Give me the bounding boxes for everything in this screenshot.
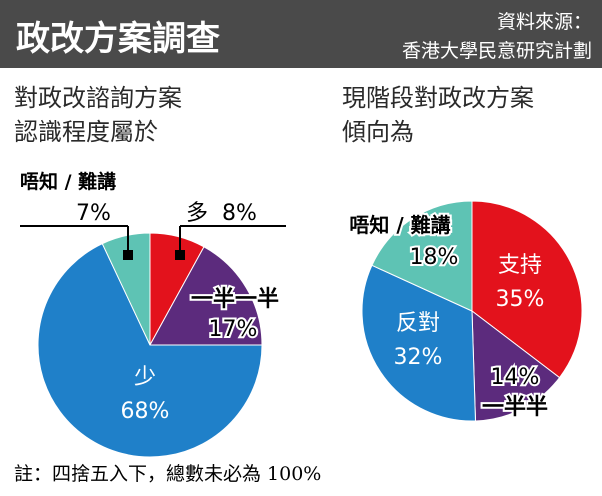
right-dontknow-label: 唔知 / 難講	[349, 213, 450, 237]
callout-marker-7	[123, 250, 133, 260]
left-slice-label-half: 一半一半	[191, 287, 279, 312]
left-slice-label-17: 17%	[209, 317, 258, 342]
right-slice-label-14: 14%	[491, 365, 540, 390]
right-slice-label-32: 32%	[394, 345, 443, 370]
right-pie-slice-0	[471, 200, 583, 379]
pie-chart-right	[361, 200, 583, 422]
left-pie-slice-1	[149, 246, 263, 346]
right-slice-label-oppose: 反對	[396, 311, 440, 336]
right-chart-title-line2: 傾向為	[342, 118, 414, 146]
right-slice-label-half: 一半半	[482, 395, 548, 420]
left-dontknow-label: 唔知 / 難講	[20, 170, 116, 193]
source-label: 資料來源：	[497, 11, 592, 33]
source-org: 香港大學民意研究計劃	[402, 40, 592, 62]
left-slice-label-8: 8%	[222, 201, 257, 226]
left-slice-label-duo: 多	[186, 201, 208, 226]
right-pie-slice-3	[371, 200, 473, 312]
callout-marker-8	[175, 250, 185, 260]
right-pie-slice-2	[361, 264, 477, 422]
left-pie-slice-2	[37, 242, 263, 458]
left-chart-title-line2: 認識程度屬於	[14, 118, 158, 146]
left-slice-label-68: 68%	[121, 399, 170, 424]
pie-chart-left	[37, 232, 263, 458]
left-chart-title-line1: 對政改諮詢方案	[14, 84, 182, 112]
right-slice-label-35: 35%	[496, 287, 545, 312]
right-slice-label-support: 支持	[498, 253, 542, 278]
page-title: 政改方案調查	[16, 19, 220, 59]
right-chart-title-line1: 現階段對政改方案	[342, 84, 534, 112]
right-pie-slice-1	[471, 309, 561, 422]
footnote: 註：四捨五入下，總數未必為 100%	[14, 463, 321, 485]
left-slice-label-shao: 少	[134, 365, 156, 390]
left-pie-slice-3	[101, 232, 151, 346]
header-bar	[0, 0, 602, 68]
left-slice-label-7: 7%	[76, 201, 111, 226]
right-slice-label-18: 18%	[410, 245, 459, 270]
